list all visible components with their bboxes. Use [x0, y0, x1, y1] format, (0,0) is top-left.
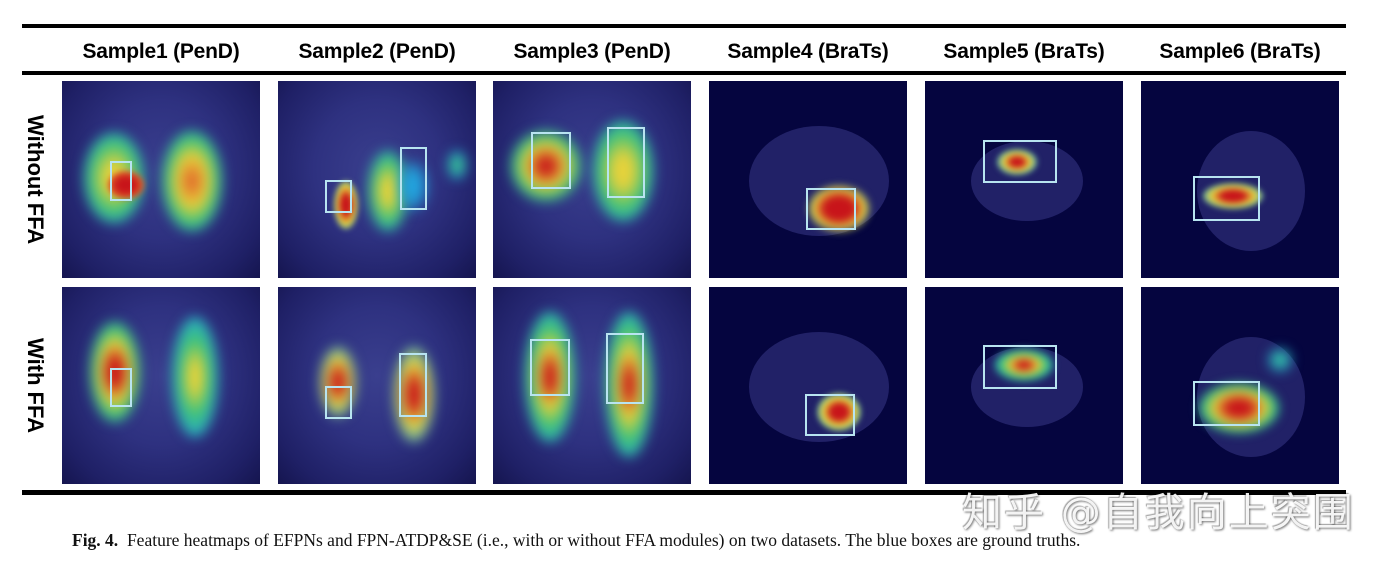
ground-truth-box [805, 394, 855, 436]
ground-truth-box [1193, 381, 1260, 426]
column-header-sample6: Sample6 (BraTs) [1159, 40, 1321, 63]
heatmap-sample5-without-ffa [925, 81, 1123, 278]
ground-truth-box [531, 132, 571, 189]
ground-truth-box [607, 127, 645, 198]
ground-truth-box [325, 180, 352, 213]
column-header-sample2: Sample2 (PenD) [298, 40, 456, 63]
figure-caption: Fig. 4. Feature heatmaps of EFPNs and FP… [72, 530, 1080, 551]
column-header-sample3: Sample3 (PenD) [513, 40, 671, 63]
ground-truth-box [399, 353, 427, 417]
ground-truth-box [530, 339, 570, 396]
heatmap-sample1-with-ffa [62, 287, 260, 484]
column-header-sample4: Sample4 (BraTs) [727, 40, 889, 63]
heatmap-sample2-with-ffa [278, 287, 476, 484]
column-header-sample5: Sample5 (BraTs) [943, 40, 1105, 63]
heatmap-sample1-without-ffa [62, 81, 260, 278]
heatmap-sample3-without-ffa [493, 81, 691, 278]
column-header-sample1: Sample1 (PenD) [82, 40, 240, 63]
ground-truth-box [110, 368, 132, 407]
heatmap-sample4-with-ffa [709, 287, 907, 484]
ground-truth-box [325, 386, 352, 419]
ground-truth-box [606, 333, 644, 404]
caption-label: Fig. 4. [72, 530, 119, 550]
top-rule [22, 24, 1346, 28]
row-label-with-ffa: With FFA [23, 337, 48, 434]
ground-truth-box [806, 188, 856, 230]
ground-truth-box [983, 345, 1057, 389]
ground-truth-box [110, 161, 132, 201]
heatmap-sample4-without-ffa [709, 81, 907, 278]
heatmap-sample5-with-ffa [925, 287, 1123, 484]
bottom-rule [22, 490, 1346, 495]
ground-truth-box [400, 147, 427, 210]
heatmap-sample3-with-ffa [493, 287, 691, 484]
ground-truth-box [1193, 176, 1260, 221]
heatmap-sample6-without-ffa [1141, 81, 1339, 278]
header-rule [22, 71, 1346, 75]
heatmap-sample2-without-ffa [278, 81, 476, 278]
heatmap-sample6-with-ffa [1141, 287, 1339, 484]
watermark: 知乎 @自我向上突围 [962, 490, 1355, 536]
ground-truth-box [983, 140, 1057, 183]
row-label-without-ffa: Without FFA [23, 114, 48, 245]
caption-text: Feature heatmaps of EFPNs and FPN-ATDP&S… [126, 530, 1081, 550]
